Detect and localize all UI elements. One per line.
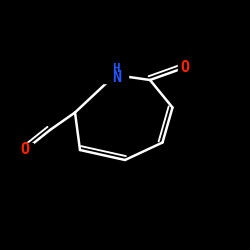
Text: H: H xyxy=(112,62,120,75)
Text: O: O xyxy=(20,142,30,158)
Text: O: O xyxy=(180,60,190,75)
Bar xyxy=(18,142,32,158)
Bar xyxy=(102,68,128,82)
Bar xyxy=(178,60,192,75)
Text: N: N xyxy=(112,70,121,85)
